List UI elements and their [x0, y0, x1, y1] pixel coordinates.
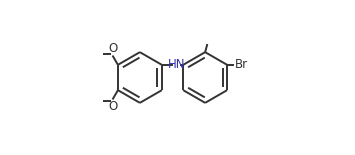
Text: HN: HN — [168, 58, 185, 71]
Text: O: O — [108, 42, 117, 55]
Text: Br: Br — [235, 58, 248, 71]
Text: O: O — [108, 100, 117, 113]
